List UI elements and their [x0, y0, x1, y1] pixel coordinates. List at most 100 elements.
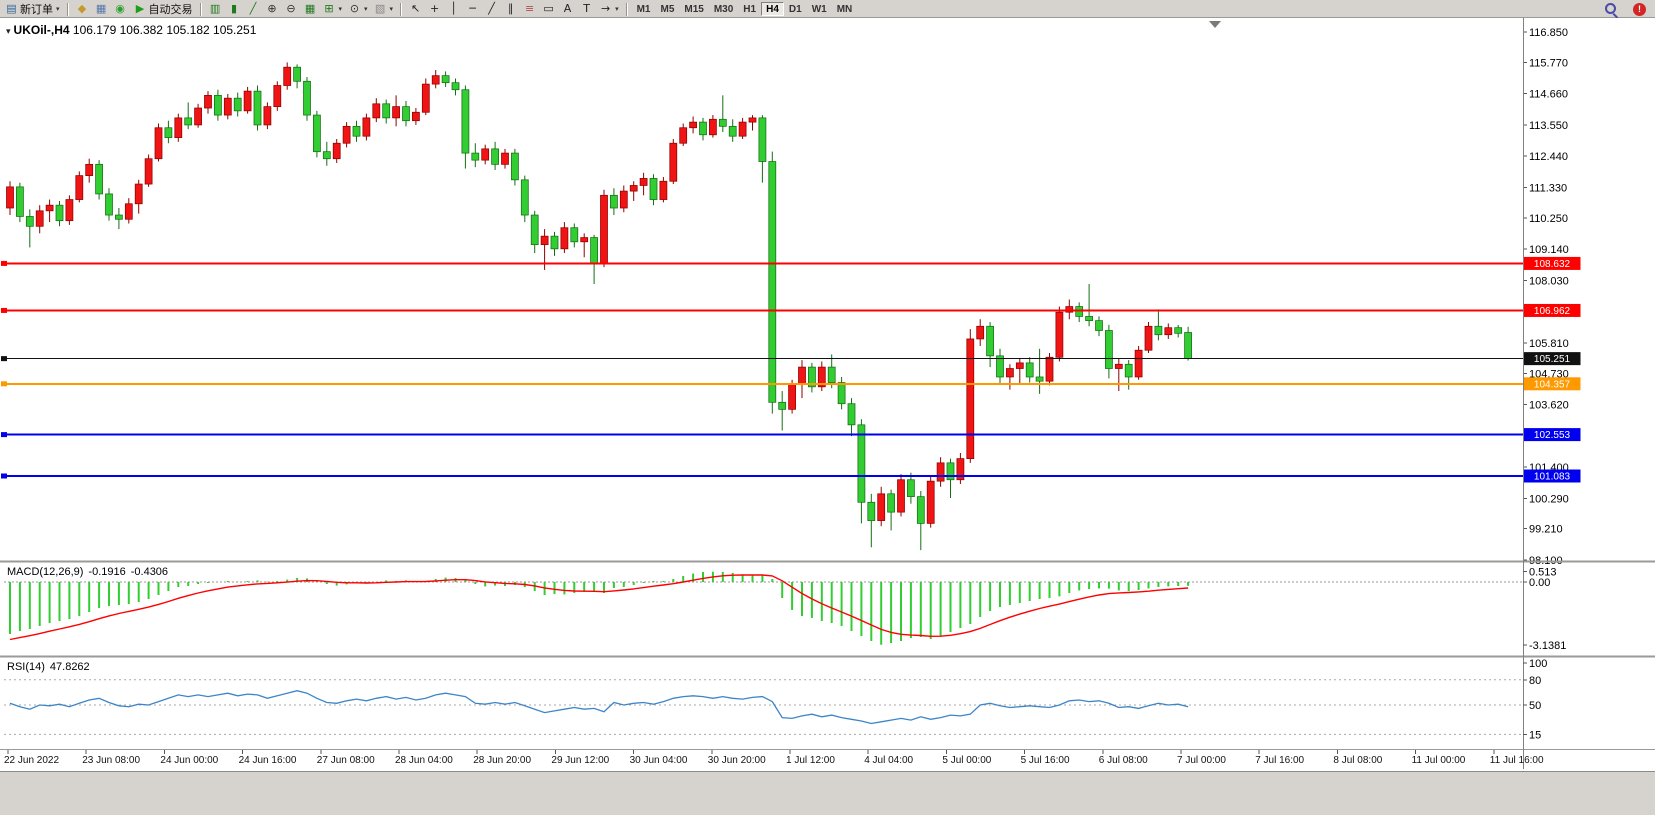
candle-down [115, 214, 123, 220]
text-label-button[interactable]: T [577, 2, 596, 17]
price-tag-label: 101.083 [1534, 471, 1571, 482]
crosshair-button[interactable]: + [425, 2, 444, 17]
candle-up [580, 237, 589, 243]
level-left-handle[interactable] [1, 473, 7, 479]
chart-line-button[interactable]: ╱ [244, 2, 263, 17]
level-left-handle[interactable] [1, 381, 7, 387]
timeframe-M15-button[interactable]: M15 [679, 2, 708, 16]
cursor-icon: ↖ [410, 2, 421, 15]
horizontal-line-button[interactable]: ─ [463, 2, 482, 17]
new-order-button[interactable]: ▤ 新订单 ▾ [2, 2, 63, 17]
text-label-icon: T [583, 2, 590, 15]
fibonacci-icon: ≡ [524, 2, 535, 15]
candle-up [392, 106, 400, 119]
globe-icon: ◉ [115, 2, 125, 15]
candle-up [956, 458, 965, 481]
ohlc-values: 106.179 106.382 105.182 105.251 [72, 23, 257, 37]
candle-down [441, 75, 450, 84]
expand-triangle-icon: ▾ [6, 26, 11, 36]
text-button[interactable]: A [558, 2, 577, 17]
candle-up [263, 106, 272, 126]
chart-candles-button[interactable]: ▮ [225, 2, 244, 17]
candle-down [907, 479, 915, 498]
level-left-handle[interactable] [1, 356, 7, 362]
timeframe-M5-button[interactable]: M5 [655, 2, 679, 16]
candle-down [1124, 363, 1133, 378]
templates-button[interactable]: ▧ ▾ [371, 2, 397, 17]
trendline-button[interactable]: ╱ [482, 2, 501, 17]
price-tag [1523, 428, 1581, 442]
rsi-axis-label: 15 [1529, 729, 1541, 741]
toolbar-separator [400, 2, 403, 16]
notification-icon: ! [1633, 2, 1646, 16]
tile-windows-button[interactable]: ▦ [301, 2, 320, 17]
cursor-button[interactable]: ↖ [406, 2, 425, 17]
timeframe-H4-button[interactable]: H4 [761, 2, 784, 16]
arrows-icon: → [600, 2, 611, 15]
candle-down [867, 501, 876, 521]
time-axis-label: 11 Jul 16:00 [1490, 755, 1544, 766]
candle-down [837, 382, 846, 405]
periods-button[interactable]: ⊙ ▾ [345, 2, 371, 17]
shapes-button[interactable]: ▭ [539, 2, 558, 17]
level-left-handle[interactable] [1, 260, 7, 266]
level-left-handle[interactable] [1, 432, 7, 438]
candle-down [471, 152, 480, 161]
fibonacci-button[interactable]: ≡ [520, 2, 539, 17]
candle-up [85, 163, 94, 176]
candle-down [1095, 320, 1103, 331]
candle-down [293, 66, 301, 82]
chart-shift-marker[interactable] [1209, 21, 1221, 28]
candle-down [253, 90, 262, 126]
vertical-line-button[interactable]: │ [444, 2, 463, 17]
candle-up [659, 180, 668, 200]
profile-button[interactable]: ◆ [73, 2, 92, 17]
templates-icon: ▧ [374, 2, 386, 15]
candle-up [421, 83, 430, 113]
candle-up [709, 118, 717, 136]
timeframe-MN-button[interactable]: MN [832, 2, 858, 16]
chart-candles-icon: ▮ [230, 2, 238, 15]
notification-button[interactable]: ! [1630, 2, 1649, 17]
search-button[interactable] [1601, 2, 1622, 17]
candle-down [768, 161, 777, 403]
chart-bars-button[interactable]: ▥ [206, 2, 225, 17]
chart-canvas[interactable]: 116.850 115.770 114.660 113.550 112.440 111.3… [0, 18, 1655, 771]
candle-up [194, 107, 202, 126]
new-order-label: 新订单 [20, 4, 53, 16]
arrows-button[interactable]: → ▾ [596, 2, 622, 17]
candle-up [897, 479, 905, 513]
candle-down [164, 127, 173, 138]
timeframe-H1-button[interactable]: H1 [738, 2, 761, 16]
time-axis-label: 8 Jul 08:00 [1333, 755, 1382, 766]
price-tag-label: 105.251 [1534, 354, 1571, 365]
zoom-in-button[interactable]: ⊕ [263, 2, 282, 17]
time-axis-label: 22 Jun 2022 [4, 755, 59, 766]
auto-trading-button[interactable]: ▶ 自动交易 [131, 2, 196, 17]
globe-button[interactable]: ◉ [111, 2, 130, 17]
candle-up [738, 121, 747, 137]
level-left-handle[interactable] [1, 307, 7, 313]
candle-up [1015, 362, 1024, 369]
candle-up [204, 94, 212, 109]
indicators-button[interactable]: ⊞ ▾ [320, 2, 346, 17]
time-axis-label: 6 Jul 08:00 [1099, 755, 1148, 766]
rsi-line [9, 690, 1189, 725]
timeframe-M1-button[interactable]: M1 [632, 2, 656, 16]
chart-line-icon: ╱ [249, 2, 257, 15]
time-axis-label: 30 Jun 20:00 [708, 755, 766, 766]
zoom-out-button[interactable]: ⊖ [282, 2, 301, 17]
timeframe-M30-button[interactable]: M30 [709, 2, 738, 16]
rsi-axis-label: 100 [1529, 658, 1547, 670]
candle-down [511, 152, 519, 181]
candle-up [926, 480, 935, 524]
channel-button[interactable]: ∥ [501, 2, 520, 17]
candle-down [313, 114, 321, 153]
candle-up [174, 117, 183, 138]
toolbar-separator [66, 2, 69, 16]
timeframe-D1-button[interactable]: D1 [784, 2, 807, 16]
print-button[interactable]: ▦ [92, 2, 111, 17]
macd-title: MACD(12,26,9) [7, 566, 84, 578]
timeframe-W1-button[interactable]: W1 [807, 2, 832, 16]
rsi-title: RSI(14) [7, 661, 45, 673]
